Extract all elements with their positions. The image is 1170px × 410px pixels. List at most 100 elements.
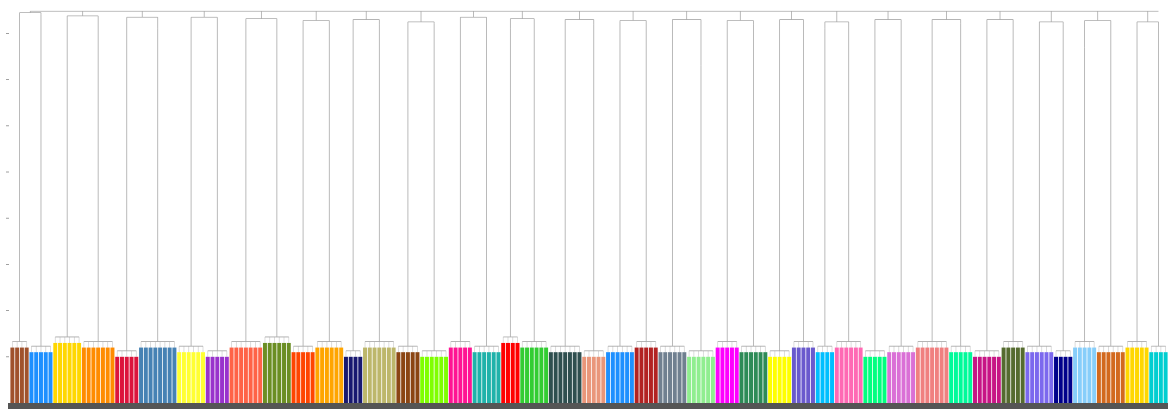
leaf: [1096, 352, 1101, 403]
leaf: [324, 347, 329, 403]
leaf: [558, 352, 563, 403]
leaf: [668, 352, 672, 403]
leaf: [382, 347, 387, 403]
leaf: [115, 356, 120, 403]
leaf: [872, 356, 877, 403]
leaf: [810, 347, 815, 403]
leaf: [424, 356, 429, 403]
leaf: [958, 352, 963, 403]
leaf: [429, 356, 434, 403]
leaf: [501, 342, 506, 403]
leaf: [749, 352, 754, 403]
leaf: [248, 347, 253, 403]
leaf: [415, 352, 420, 403]
leaf: [734, 347, 739, 403]
leaf: [72, 342, 77, 403]
leaf: [587, 356, 591, 403]
leaf: [796, 347, 801, 403]
leaf: [38, 352, 43, 403]
leaf: [515, 342, 520, 403]
leaf: [1034, 352, 1039, 403]
leaf: [253, 347, 258, 403]
leaf: [377, 347, 382, 403]
leaf: [539, 347, 544, 403]
leaf: [410, 352, 415, 403]
leaf: [29, 352, 34, 403]
leaf: [105, 347, 110, 403]
leaf: [572, 352, 577, 403]
leaf: [868, 356, 873, 403]
leaf: [334, 347, 339, 403]
leaf: [453, 347, 458, 403]
leaf: [205, 356, 210, 403]
leaf: [196, 352, 201, 403]
leaf: [81, 347, 86, 403]
leaf: [844, 347, 849, 403]
leaf: [529, 347, 534, 403]
leaf: [43, 352, 48, 403]
leaf: [825, 352, 830, 403]
leaf: [768, 356, 773, 403]
leaf: [977, 356, 982, 403]
leaf: [987, 356, 992, 403]
leaf: [1092, 347, 1097, 403]
leaf: [920, 347, 925, 403]
leaf: [1130, 347, 1135, 403]
leaf: [396, 352, 401, 403]
leaf: [229, 347, 234, 403]
leaf: [858, 347, 863, 403]
leaf: [706, 356, 711, 403]
leaf: [849, 347, 854, 403]
leaf: [267, 342, 272, 403]
leaf: [301, 352, 306, 403]
leaf: [191, 352, 196, 403]
leaf: [892, 352, 896, 403]
leaf: [19, 347, 24, 403]
leaf: [310, 352, 315, 403]
leaf: [358, 356, 363, 403]
leaf: [482, 352, 487, 403]
leaf: [48, 352, 53, 403]
leaf: [896, 352, 901, 403]
leaf: [634, 347, 639, 403]
leaf: [129, 356, 134, 403]
leaf: [901, 352, 906, 403]
leaf: [615, 352, 620, 403]
leaf: [258, 347, 263, 403]
leaf: [777, 356, 782, 403]
leaf: [677, 352, 682, 403]
leaf: [525, 347, 530, 403]
leaf: [1073, 347, 1078, 403]
leaf: [544, 347, 549, 403]
leaf: [243, 347, 248, 403]
leaf: [567, 352, 572, 403]
leaf: [1058, 356, 1063, 403]
leaf: [143, 347, 148, 403]
leaf: [949, 352, 954, 403]
leaf: [363, 347, 368, 403]
leaf: [577, 352, 582, 403]
leaf: [1135, 347, 1140, 403]
leaf: [53, 342, 58, 403]
leaf: [405, 352, 410, 403]
leaf: [277, 342, 282, 403]
leaf: [911, 352, 916, 403]
leaf: [177, 352, 182, 403]
leaf: [343, 356, 348, 403]
leaf: [591, 356, 596, 403]
leaf: [391, 347, 396, 403]
leaf: [1025, 352, 1030, 403]
leaf: [806, 347, 811, 403]
leaf: [582, 356, 587, 403]
leaf: [953, 352, 958, 403]
leaf: [120, 356, 124, 403]
leaf: [882, 356, 887, 403]
leaf: [444, 356, 449, 403]
leaf: [906, 352, 911, 403]
leaf: [772, 356, 777, 403]
leaf: [339, 347, 344, 403]
leaf: [915, 347, 920, 403]
leaf: [86, 347, 91, 403]
leaf: [620, 352, 625, 403]
